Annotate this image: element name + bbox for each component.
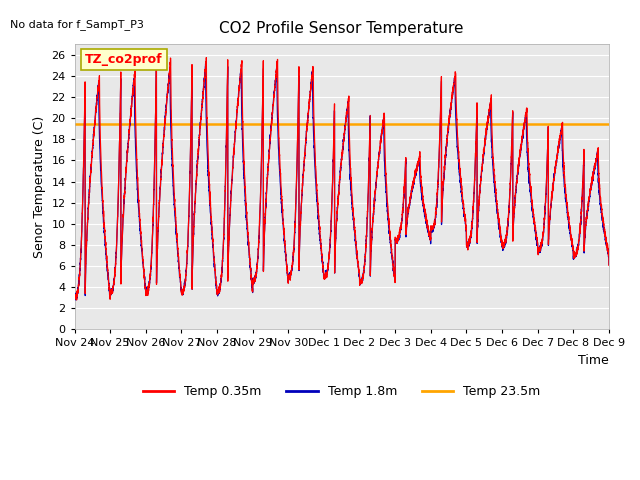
Y-axis label: Senor Temperature (C): Senor Temperature (C) [33,116,45,258]
Legend: Temp 0.35m, Temp 1.8m, Temp 23.5m: Temp 0.35m, Temp 1.8m, Temp 23.5m [138,380,546,403]
Text: No data for f_SampT_P3: No data for f_SampT_P3 [10,19,144,30]
X-axis label: Time: Time [578,354,609,367]
Text: TZ_co2prof: TZ_co2prof [85,53,163,66]
Title: CO2 Profile Sensor Temperature: CO2 Profile Sensor Temperature [220,21,464,36]
